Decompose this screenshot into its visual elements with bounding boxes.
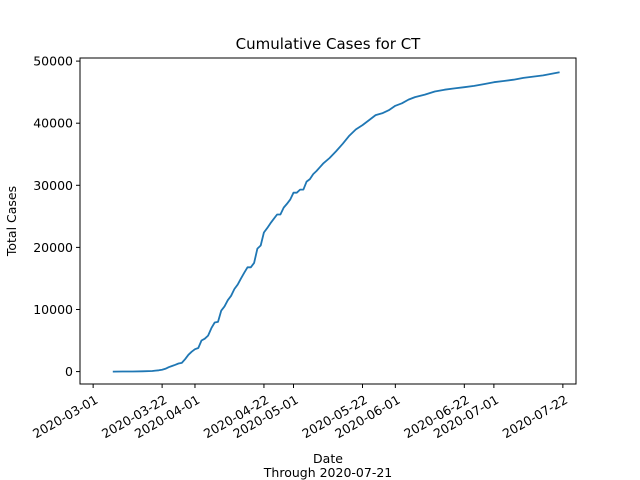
series-line xyxy=(112,71,560,373)
y-tick-label: 30000 xyxy=(33,178,73,193)
y-tick-label: 20000 xyxy=(33,240,73,255)
y-tick-label: 10000 xyxy=(33,302,73,317)
y-tick-label: 40000 xyxy=(33,116,73,131)
plot-area xyxy=(79,57,577,385)
x-tick-label: 2020-07-22 xyxy=(500,392,570,441)
y-tick-label: 0 xyxy=(65,364,73,379)
x-axis-sublabel: Through 2020-07-21 xyxy=(263,465,392,480)
x-axis: 2020-03-012020-03-222020-04-012020-04-22… xyxy=(30,384,570,441)
y-axis-label: Total Cases xyxy=(4,186,19,257)
y-tick-label: 50000 xyxy=(33,54,73,69)
chart-title: Cumulative Cases for CT xyxy=(236,35,422,53)
y-axis: 0 10000 20000 30000 40000 50000 xyxy=(33,54,80,379)
x-axis-label: Date xyxy=(313,451,343,466)
x-tick-label: 2020-03-01 xyxy=(30,392,100,441)
